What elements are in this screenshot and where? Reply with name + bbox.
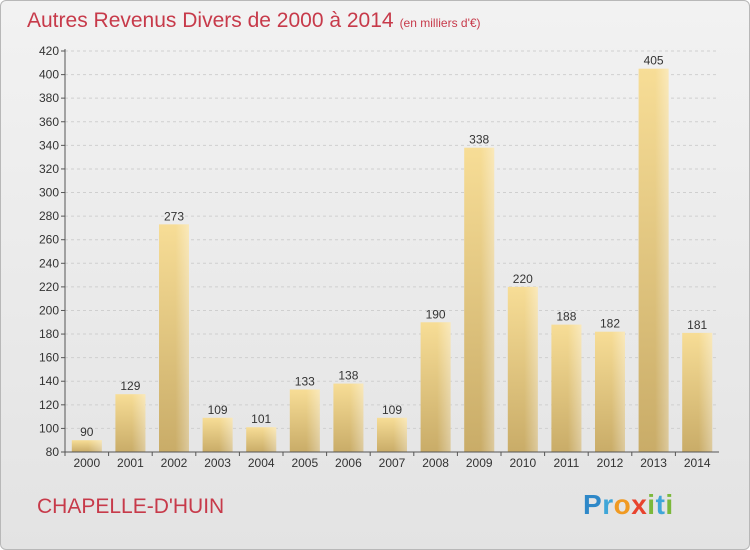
value-label: 188 [556,310,576,324]
logo-letter: r [602,489,614,520]
y-tick-label: 120 [39,398,59,412]
y-tick-label: 280 [39,209,59,223]
y-tick-label: 140 [39,374,59,388]
bar-highlight [306,389,320,452]
x-tick-label: 2003 [204,456,231,470]
bars [71,68,713,453]
bar-highlight [219,417,233,452]
x-tick-label: 2005 [291,456,318,470]
value-label: 220 [513,272,533,286]
logo-letter: t [655,489,666,520]
bar-highlight [611,331,625,452]
y-tick-label: 200 [39,303,59,317]
logo-letter: x [631,489,648,520]
bar-highlight [567,324,582,452]
logo-letter: P [583,489,603,520]
value-label: 101 [251,412,271,426]
bar-highlight [480,147,495,452]
value-label: 182 [600,317,620,331]
value-label: 181 [687,318,707,332]
value-label: 109 [382,403,402,417]
y-tick-label: 220 [39,280,59,294]
bar-highlight [524,286,538,452]
bar-highlight [437,322,451,452]
x-tick-label: 2014 [684,456,711,470]
value-label: 138 [338,369,358,383]
y-tick-label: 80 [46,445,60,459]
x-tick-label: 2012 [597,456,624,470]
value-label: 133 [295,374,315,388]
x-tick-label: 2009 [466,456,493,470]
value-label: 273 [164,209,184,223]
value-label: 129 [120,379,140,393]
bar-highlight [698,332,713,452]
x-tick-label: 2002 [161,456,188,470]
value-label: 109 [208,403,228,417]
bar-highlight [262,427,277,452]
y-tick-label: 360 [39,115,59,129]
bar-highlight [393,417,407,452]
y-tick-label: 340 [39,138,59,152]
y-tick-label: 400 [39,68,59,82]
value-label: 90 [80,425,94,439]
bar-highlight [349,383,364,452]
bar-highlight [88,440,102,452]
x-tick-label: 2010 [509,456,536,470]
bar-highlight [131,394,146,452]
chart-subtitle: (en milliers d'€) [399,16,481,30]
x-tick-label: 2013 [640,456,667,470]
value-label: 405 [644,54,664,68]
y-tick-label: 160 [39,351,59,365]
y-tick-label: 100 [39,421,59,435]
proxiti-logo: Proxiti [583,489,674,521]
y-tick-label: 420 [39,44,59,58]
value-label: 338 [469,133,489,147]
bar-2000 [71,440,102,452]
y-tick-label: 300 [39,186,59,200]
x-tick-label: 2000 [73,456,100,470]
bar-highlight [175,224,189,452]
commune-name: CHAPELLE-D'HUIN [37,495,225,518]
logo-letter: i [665,489,674,520]
logo-letter: i [647,489,656,520]
x-tick-label: 2004 [248,456,275,470]
y-tick-label: 180 [39,327,59,341]
bar-highlight [655,68,669,453]
y-tick-label: 260 [39,233,59,247]
axes [61,49,719,456]
value-label: 190 [426,307,446,321]
chart-title: Autres Revenus Divers de 2000 à 2014 (en … [27,9,481,33]
chart-title-text: Autres Revenus Divers de 2000 à 2014 [27,9,394,32]
x-tick-label: 2008 [422,456,449,470]
x-tick-label: 2006 [335,456,362,470]
y-tick-label: 380 [39,91,59,105]
y-tick-label: 320 [39,162,59,176]
y-tick-label: 240 [39,256,59,270]
x-tick-label: 2011 [553,456,579,470]
x-tick-label: 2007 [379,456,406,470]
labels: 80 100 120 140 160 180 200 220 240 260 280 300 320 34… [39,44,711,470]
x-tick-label: 2001 [117,456,144,470]
logo-letter: o [613,489,632,520]
